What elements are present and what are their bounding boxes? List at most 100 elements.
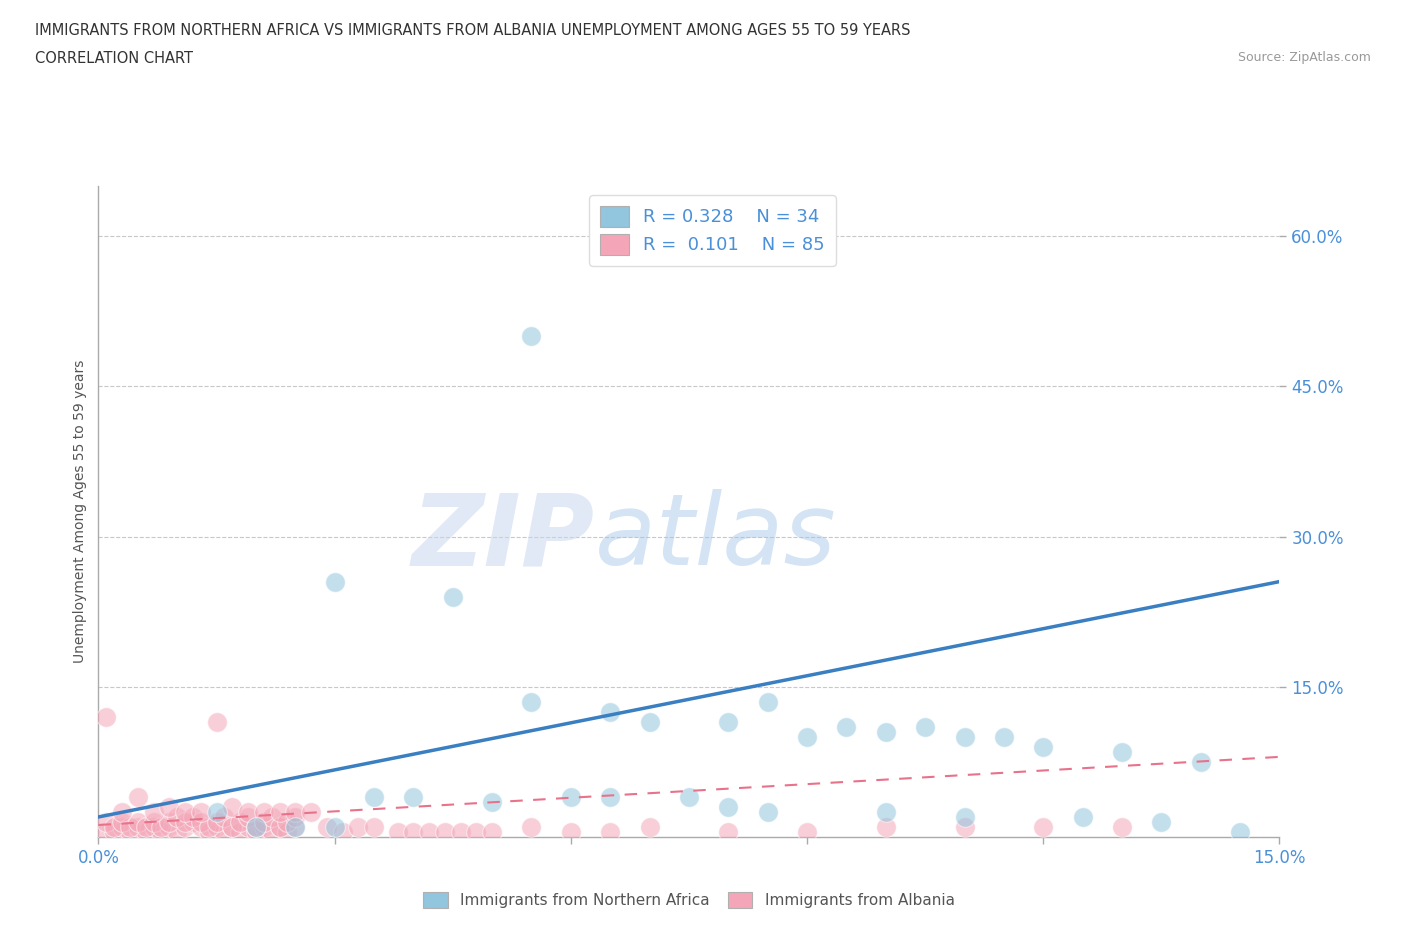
Point [157, 800, 180, 815]
Point [402, 825, 425, 840]
Point [150, 819, 173, 834]
Point [276, 825, 298, 840]
Point [284, 804, 307, 819]
Point [1111, 819, 1133, 834]
Point [418, 825, 440, 840]
Point [269, 819, 291, 834]
Text: ZIP: ZIP [412, 489, 595, 586]
Point [236, 819, 259, 834]
Text: CORRELATION CHART: CORRELATION CHART [35, 51, 193, 66]
Point [560, 825, 582, 840]
Point [269, 804, 291, 819]
Point [481, 794, 503, 809]
Point [260, 809, 283, 824]
Point [875, 724, 897, 739]
Point [465, 825, 488, 840]
Point [347, 819, 370, 834]
Point [953, 819, 976, 834]
Point [520, 695, 543, 710]
Point [157, 815, 180, 830]
Point [253, 819, 276, 834]
Point [221, 800, 243, 815]
Point [150, 825, 173, 840]
Point [236, 804, 259, 819]
Point [127, 790, 149, 804]
Point [181, 809, 204, 824]
Point [299, 804, 322, 819]
Point [190, 804, 212, 819]
Point [221, 819, 243, 834]
Point [993, 729, 1015, 744]
Point [245, 819, 267, 834]
Point [205, 815, 228, 830]
Point [245, 819, 267, 834]
Point [157, 819, 180, 834]
Point [520, 329, 543, 344]
Point [174, 804, 197, 819]
Point [914, 720, 936, 735]
Point [118, 825, 141, 840]
Point [284, 819, 307, 834]
Point [1071, 809, 1094, 824]
Point [103, 819, 125, 834]
Point [276, 815, 298, 830]
Point [599, 704, 621, 719]
Point [269, 819, 291, 834]
Point [756, 695, 779, 710]
Point [284, 819, 307, 834]
Point [678, 790, 700, 804]
Y-axis label: Unemployment Among Ages 55 to 59 years: Unemployment Among Ages 55 to 59 years [73, 360, 87, 663]
Point [1150, 815, 1173, 830]
Point [236, 809, 259, 824]
Point [174, 819, 197, 834]
Point [205, 804, 228, 819]
Point [142, 804, 165, 819]
Point [953, 809, 976, 824]
Point [214, 825, 236, 840]
Point [332, 825, 354, 840]
Point [402, 790, 425, 804]
Point [560, 790, 582, 804]
Point [481, 825, 503, 840]
Point [1189, 754, 1212, 769]
Point [96, 710, 118, 724]
Point [197, 819, 219, 834]
Point [135, 819, 157, 834]
Point [599, 825, 621, 840]
Point [127, 815, 149, 830]
Point [599, 790, 621, 804]
Point [96, 825, 118, 840]
Point [174, 815, 197, 830]
Point [253, 815, 276, 830]
Text: atlas: atlas [595, 489, 837, 586]
Point [323, 819, 346, 834]
Point [953, 729, 976, 744]
Point [190, 819, 212, 834]
Point [1032, 739, 1054, 754]
Point [166, 825, 188, 840]
Point [111, 804, 134, 819]
Point [205, 714, 228, 729]
Point [221, 819, 243, 834]
Point [638, 819, 661, 834]
Point [229, 815, 252, 830]
Point [245, 825, 267, 840]
Point [135, 825, 157, 840]
Point [181, 815, 204, 830]
Point [363, 819, 385, 834]
Point [127, 819, 149, 834]
Text: Source: ZipAtlas.com: Source: ZipAtlas.com [1237, 51, 1371, 64]
Point [450, 825, 472, 840]
Point [1032, 819, 1054, 834]
Point [284, 809, 307, 824]
Point [875, 819, 897, 834]
Point [433, 825, 456, 840]
Point [717, 825, 740, 840]
Point [142, 819, 165, 834]
Point [323, 574, 346, 589]
Point [260, 825, 283, 840]
Point [214, 809, 236, 824]
Point [441, 590, 464, 604]
Point [520, 819, 543, 834]
Point [875, 804, 897, 819]
